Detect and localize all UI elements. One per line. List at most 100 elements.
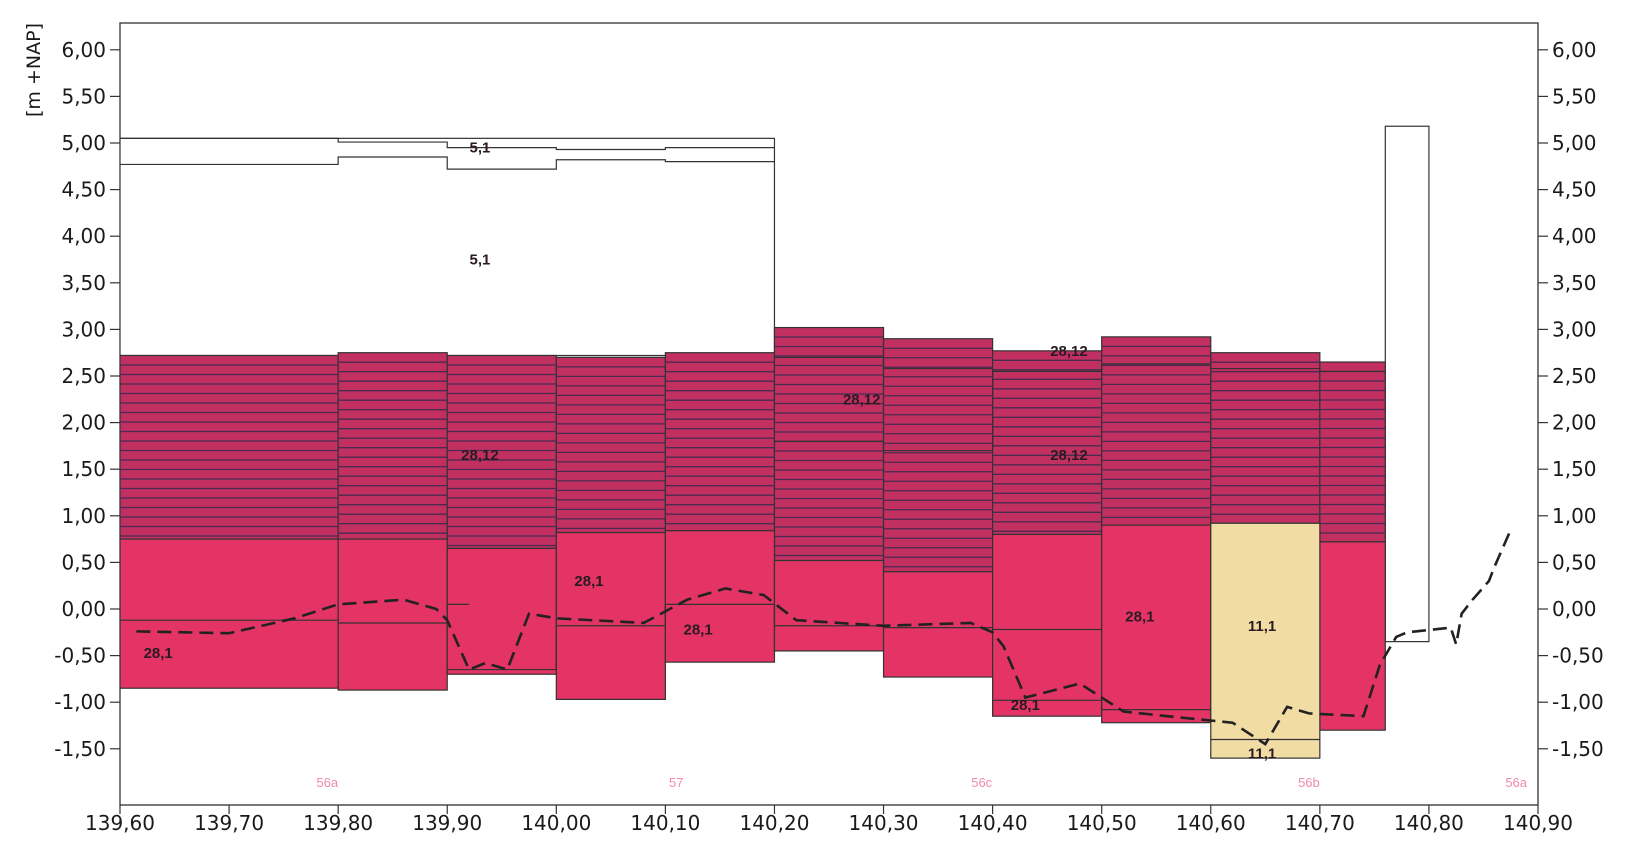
layer-boundary-line <box>774 356 994 452</box>
region-label: 56c <box>971 775 992 790</box>
y-tick-label-left: 4,00 <box>61 224 106 248</box>
zone-label: 28,12 <box>1050 447 1088 464</box>
layer-28-1 <box>337 538 448 691</box>
layer-boundary-line <box>120 603 470 624</box>
y-tick-label-right: 6,00 <box>1552 38 1597 62</box>
y-tick-label-left: 3,00 <box>61 317 106 341</box>
layer-28-12 <box>992 350 1103 536</box>
zone-label: 28,12 <box>843 391 881 408</box>
zone-label: 11,1 <box>1248 618 1276 635</box>
layer-5-1 <box>120 137 776 357</box>
y-tick-label-left: -1,50 <box>54 737 106 761</box>
y-tick-label-right: 4,00 <box>1552 224 1597 248</box>
x-tick-label: 140,20 <box>739 811 809 835</box>
layer-boundaries <box>120 137 1386 741</box>
y-tick-label-left: 6,00 <box>61 38 106 62</box>
layer-11-1 <box>1210 522 1321 759</box>
y-tick-label-left: 2,50 <box>61 364 106 388</box>
zone-label: 28,12 <box>461 447 499 464</box>
layer-28-12 <box>1319 361 1386 543</box>
zone-label: 28,12 <box>1050 343 1088 360</box>
soil-layers <box>120 125 1430 759</box>
y-tick-label-left: 5,00 <box>61 131 106 155</box>
y-tick-label-left: 3,50 <box>61 271 106 295</box>
layer-boundary-line <box>992 699 1211 711</box>
y-tick-label-left: 4,50 <box>61 178 106 202</box>
x-axis: 139,60 139,70 139,80 139,90 140,00 140,10 140,… <box>85 805 1573 835</box>
y-tick-label-right: 2,50 <box>1552 364 1597 388</box>
layer-28-1 <box>555 531 666 701</box>
y-tick-label-right: 5,50 <box>1552 84 1597 108</box>
x-tick-label: 139,60 <box>85 811 155 835</box>
layer-28-12 <box>555 356 666 534</box>
layer-28-1 <box>1101 524 1212 724</box>
y-tick-label-left: -1,00 <box>54 690 106 714</box>
zone-label: 28,1 <box>574 573 603 590</box>
y-tick-label-right: -0,50 <box>1552 644 1604 668</box>
y-tick-label-right: -1,00 <box>1552 690 1604 714</box>
x-tick-label: 140,70 <box>1285 811 1355 835</box>
y-tick-label-right: 3,50 <box>1552 271 1597 295</box>
layer-28-12 <box>337 352 448 540</box>
layer-28-1 <box>773 559 885 652</box>
y-axis-label: [m +NAP] <box>23 23 45 117</box>
ground-line-series <box>136 529 1512 746</box>
zone-label: 28,1 <box>1125 608 1154 625</box>
y-tick-label-right: 0,50 <box>1552 550 1597 574</box>
zone-label: 5,1 <box>470 140 491 157</box>
x-tick-label: 140,80 <box>1394 811 1464 835</box>
y-tick-label-left: 0,00 <box>61 597 106 621</box>
layer-28-12 <box>773 326 885 562</box>
y-axis-right: 6,00 5,50 5,00 4,50 4,00 3,50 3,00 2,50 2,00 1,50… <box>1538 38 1604 761</box>
region-labels: 56a 57 56c 56b 56a <box>316 775 1527 790</box>
y-tick-label-left: -0,50 <box>54 644 106 668</box>
zone-labels: 5,1 5,1 28,12 28,12 28,12 28,12 28,1 28,1 28,1 28… <box>144 140 1277 763</box>
layer-28-12 <box>882 338 994 573</box>
zone-label: 5,1 <box>470 252 491 269</box>
y-tick-label-right: 4,50 <box>1552 178 1597 202</box>
region-label: 56b <box>1298 775 1320 790</box>
y-tick-label-left: 1,00 <box>61 504 106 528</box>
layer-boundary-line <box>447 603 1102 671</box>
layer-28-1 <box>446 547 557 675</box>
region-label: 57 <box>669 775 683 790</box>
x-tick-label: 140,40 <box>958 811 1028 835</box>
zone-label: 28,1 <box>684 622 713 639</box>
layer-28-1 <box>664 530 776 663</box>
layer-boundary-line <box>120 137 775 151</box>
region-label: 56a <box>316 775 338 790</box>
layer-boundary-line <box>992 363 1386 372</box>
x-tick-label: 140,50 <box>1067 811 1137 835</box>
y-tick-label-left: 2,00 <box>61 411 106 435</box>
x-tick-label: 140,30 <box>849 811 919 835</box>
layer-5-1 <box>1384 125 1430 643</box>
layer-28-1 <box>1319 541 1386 731</box>
y-tick-label-left: 5,50 <box>61 84 106 108</box>
y-tick-label-left: 0,50 <box>61 550 106 574</box>
x-tick-label: 140,00 <box>521 811 591 835</box>
layer-28-1 <box>992 533 1103 717</box>
x-tick-label: 140,10 <box>630 811 700 835</box>
x-tick-label: 139,80 <box>303 811 373 835</box>
layer-28-1 <box>120 538 339 689</box>
zone-label: 11,1 <box>1248 745 1276 762</box>
y-axis-left: 6,00 5,50 5,00 4,50 4,00 3,50 3,00 2,50 2,00 1,50… <box>54 38 120 761</box>
layer-28-12 <box>120 354 339 540</box>
y-tick-label-right: -1,50 <box>1552 737 1604 761</box>
ground-level-line <box>136 529 1512 746</box>
layer-28-12 <box>664 352 776 532</box>
x-tick-label: 139,70 <box>194 811 264 835</box>
y-tick-label-left: 1,50 <box>61 457 106 481</box>
y-tick-label-right: 2,00 <box>1552 411 1597 435</box>
region-label: 56a <box>1505 775 1527 790</box>
y-tick-label-right: 0,00 <box>1552 597 1597 621</box>
layer-boundary-line <box>120 156 775 170</box>
zone-label: 28,1 <box>144 645 173 662</box>
y-tick-label-right: 1,00 <box>1552 504 1597 528</box>
x-tick-label: 140,60 <box>1176 811 1246 835</box>
y-tick-label-right: 5,00 <box>1552 131 1597 155</box>
zone-label: 28,1 <box>1011 697 1040 714</box>
x-tick-label: 140,90 <box>1503 811 1573 835</box>
y-tick-label-right: 3,00 <box>1552 317 1597 341</box>
